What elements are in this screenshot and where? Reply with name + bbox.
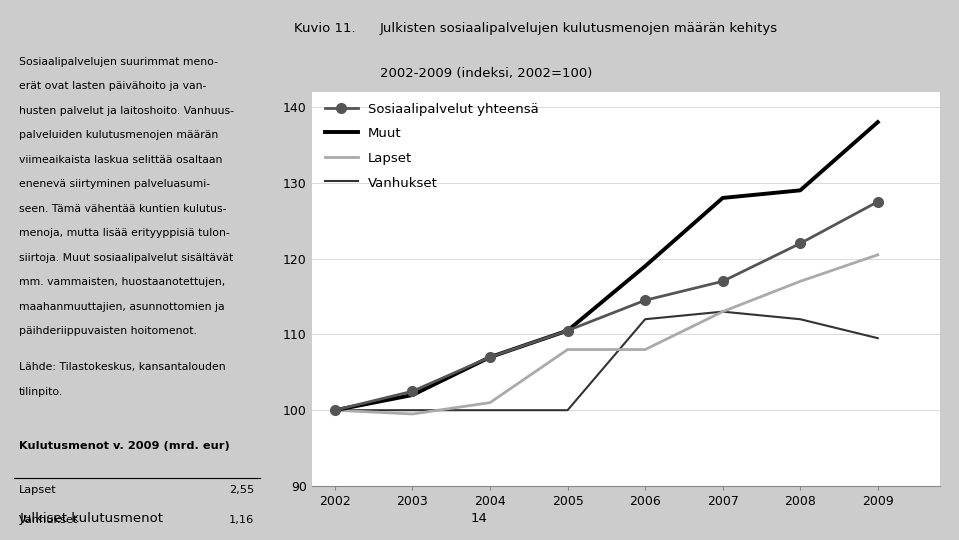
Text: enenevä siirtyminen palveluasumi-: enenevä siirtyminen palveluasumi- [19, 179, 210, 190]
Text: päihderiippuvaisten hoitomenot.: päihderiippuvaisten hoitomenot. [19, 326, 197, 336]
Text: 14: 14 [471, 512, 488, 525]
Text: Kulutusmenot v. 2009 (mrd. eur): Kulutusmenot v. 2009 (mrd. eur) [19, 442, 230, 451]
Text: palveluiden kulutusmenojen määrän: palveluiden kulutusmenojen määrän [19, 130, 219, 140]
Text: viimeaikaista laskua selittää osaltaan: viimeaikaista laskua selittää osaltaan [19, 155, 222, 165]
Text: Lapset: Lapset [19, 484, 57, 495]
Text: menoja, mutta lisää erityyppisiä tulon-: menoja, mutta lisää erityyppisiä tulon- [19, 228, 230, 238]
Text: Julkisten sosiaalipalvelujen kulutusmenojen määrän kehitys: Julkisten sosiaalipalvelujen kulutusmeno… [380, 22, 778, 35]
Text: Sosiaalipalvelujen suurimmat meno-: Sosiaalipalvelujen suurimmat meno- [19, 57, 218, 67]
Legend: Sosiaalipalvelut yhteensä, Muut, Lapset, Vanhukset: Sosiaalipalvelut yhteensä, Muut, Lapset,… [324, 103, 539, 190]
Text: erät ovat lasten päivähoito ja van-: erät ovat lasten päivähoito ja van- [19, 82, 206, 91]
Text: 2,55: 2,55 [229, 484, 254, 495]
Text: tilinpito.: tilinpito. [19, 387, 63, 396]
Text: 2002-2009 (indeksi, 2002=100): 2002-2009 (indeksi, 2002=100) [380, 68, 592, 80]
Text: Lähde: Tilastokeskus, kansantalouden: Lähde: Tilastokeskus, kansantalouden [19, 362, 225, 372]
Text: Julkiset kulutusmenot: Julkiset kulutusmenot [19, 512, 163, 525]
Text: 1,16: 1,16 [229, 515, 254, 525]
Text: siirtoja. Muut sosiaalipalvelut sisältävät: siirtoja. Muut sosiaalipalvelut sisältäv… [19, 253, 233, 263]
Text: mm. vammaisten, huostaanotettujen,: mm. vammaisten, huostaanotettujen, [19, 277, 225, 287]
Text: maahanmuuttajien, asunnottomien ja: maahanmuuttajien, asunnottomien ja [19, 302, 224, 312]
Text: seen. Tämä vähentää kuntien kulutus-: seen. Tämä vähentää kuntien kulutus- [19, 204, 226, 214]
Text: husten palvelut ja laitoshoito. Vanhuus-: husten palvelut ja laitoshoito. Vanhuus- [19, 106, 234, 116]
Text: Vanhukset: Vanhukset [19, 515, 79, 525]
Text: Kuvio 11.: Kuvio 11. [293, 22, 356, 35]
